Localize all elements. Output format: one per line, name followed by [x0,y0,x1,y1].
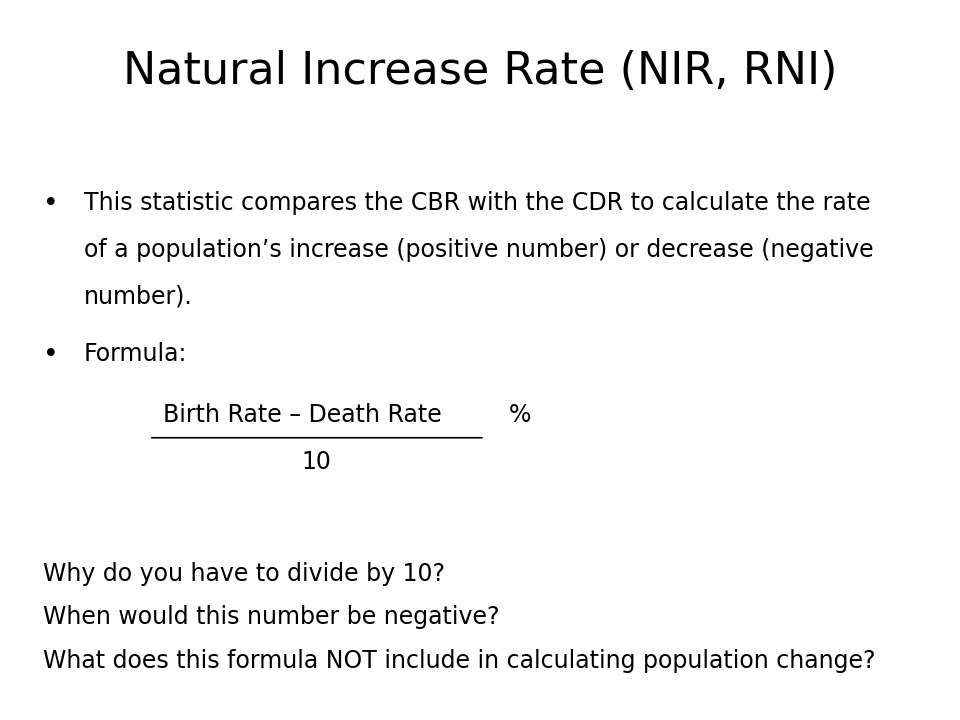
Text: Why do you have to divide by 10?: Why do you have to divide by 10? [43,562,445,585]
Text: Birth Rate – Death Rate: Birth Rate – Death Rate [163,403,442,427]
Text: %: % [509,403,531,427]
Text: What does this formula NOT include in calculating population change?: What does this formula NOT include in ca… [43,649,876,673]
Text: When would this number be negative?: When would this number be negative? [43,605,500,629]
Text: Formula:: Formula: [84,342,187,366]
Text: This statistic compares the CBR with the CDR to calculate the rate: This statistic compares the CBR with the… [84,191,870,215]
Text: •: • [43,342,59,368]
Text: of a population’s increase (positive number) or decrease (negative: of a population’s increase (positive num… [84,238,874,261]
Text: 10: 10 [301,450,332,474]
Text: •: • [43,191,59,217]
Text: number).: number). [84,284,192,308]
Text: Natural Increase Rate (NIR, RNI): Natural Increase Rate (NIR, RNI) [123,50,837,94]
